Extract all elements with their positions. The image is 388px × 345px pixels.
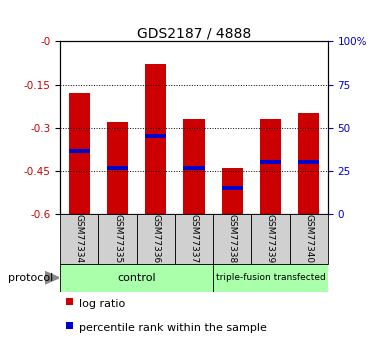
Bar — [107, 122, 128, 214]
Bar — [69, 93, 90, 214]
Text: percentile rank within the sample: percentile rank within the sample — [79, 323, 267, 333]
Text: protocol: protocol — [8, 273, 53, 283]
Title: GDS2187 / 4888: GDS2187 / 4888 — [137, 26, 251, 40]
Bar — [60, 214, 99, 264]
Bar — [69, 149, 90, 152]
Text: GSM77338: GSM77338 — [228, 214, 237, 264]
Text: control: control — [117, 273, 156, 283]
Bar — [184, 166, 204, 170]
Polygon shape — [45, 272, 59, 284]
Text: GSM77339: GSM77339 — [266, 214, 275, 264]
Text: triple-fusion transfected: triple-fusion transfected — [216, 273, 326, 282]
Text: GSM77340: GSM77340 — [304, 214, 313, 264]
Bar — [298, 113, 319, 214]
Bar — [298, 160, 319, 164]
Bar — [260, 119, 281, 214]
Bar — [175, 214, 213, 264]
Bar — [137, 214, 175, 264]
Text: GSM77335: GSM77335 — [113, 214, 122, 264]
Bar — [145, 65, 166, 214]
Bar — [107, 166, 128, 170]
Text: GSM77337: GSM77337 — [189, 214, 199, 264]
Bar — [251, 214, 289, 264]
Bar — [213, 214, 251, 264]
Bar — [222, 186, 243, 190]
Text: GSM77334: GSM77334 — [75, 214, 84, 264]
Bar — [289, 214, 328, 264]
Bar — [99, 214, 137, 264]
Text: log ratio: log ratio — [79, 299, 125, 308]
Bar — [145, 135, 166, 138]
Text: GSM77336: GSM77336 — [151, 214, 160, 264]
Bar — [184, 119, 204, 214]
Bar — [213, 264, 328, 292]
Bar — [60, 264, 213, 292]
Bar — [260, 160, 281, 164]
Bar — [222, 168, 243, 214]
